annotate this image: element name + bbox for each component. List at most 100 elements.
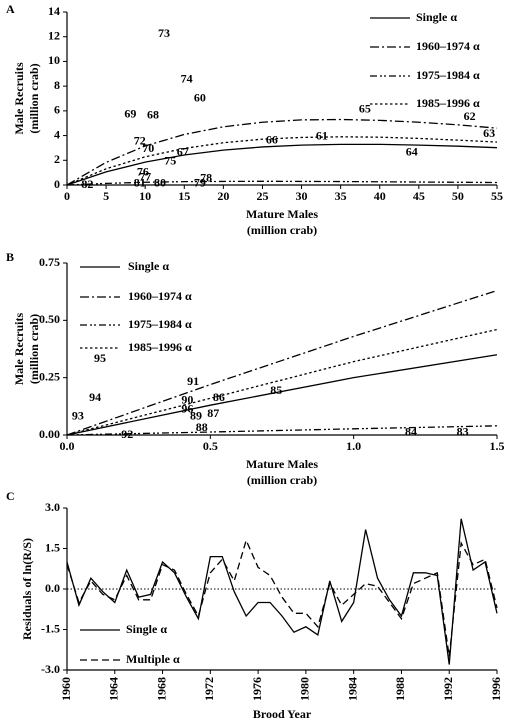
- point-label: 78: [200, 171, 212, 185]
- point-label: 81: [134, 176, 146, 190]
- series-line: [66, 425, 498, 436]
- point-label: 69: [124, 106, 136, 120]
- x-tick-label: 15: [178, 189, 190, 203]
- point-label: 67: [177, 145, 189, 159]
- y-tick-label: 14: [48, 4, 60, 18]
- x-tick-label: 0.5: [203, 439, 218, 453]
- x-tick-label: 5: [103, 189, 109, 203]
- x-axis-label: Mature Males: [246, 207, 318, 221]
- legend-label: 1960–1974 α: [128, 289, 192, 303]
- point-label: 65: [359, 101, 371, 115]
- point-label: 90: [181, 392, 193, 406]
- point-label: 70: [142, 141, 154, 155]
- point-label: 96: [181, 402, 193, 416]
- panel-label: C: [6, 489, 15, 503]
- x-tick-label: 0.0: [60, 439, 75, 453]
- y-tick-label: 6: [54, 103, 60, 117]
- point-label: 77: [139, 169, 151, 183]
- legend-label: Single α: [126, 622, 167, 636]
- series-line: [66, 518, 498, 665]
- point-label: 63: [483, 126, 495, 140]
- x-axis-label: Brood Year: [253, 707, 312, 721]
- point-label: 84: [405, 424, 417, 438]
- y-tick-label: 8: [54, 78, 60, 92]
- point-label: 88: [196, 420, 208, 434]
- point-label: 95: [94, 351, 106, 365]
- y-tick-label: 0.75: [39, 255, 60, 269]
- panel-label: A: [6, 2, 15, 16]
- x-tick-label: 40: [374, 189, 386, 203]
- y-axis-label: (million crab): [27, 314, 41, 384]
- y-axis-label: Residuals of ln(R/S): [20, 538, 34, 640]
- x-tick-label: 1988: [393, 677, 407, 701]
- x-axis-label: Mature Males: [246, 457, 318, 471]
- x-tick-label: 1972: [202, 677, 216, 701]
- point-label: 75: [164, 153, 176, 167]
- point-label: 61: [316, 129, 328, 143]
- point-label: 85: [270, 383, 282, 397]
- point-label: 94: [89, 390, 101, 404]
- point-label: 74: [181, 72, 193, 86]
- series-line: [66, 289, 498, 436]
- y-tick-label: -3.0: [41, 662, 60, 676]
- point-label: 60: [194, 90, 206, 104]
- series-line: [66, 354, 498, 436]
- series-line: [66, 143, 498, 186]
- legend-label: Single α: [128, 259, 169, 273]
- y-tick-label: 4: [54, 127, 60, 141]
- legend-label: Multiple α: [126, 652, 180, 666]
- x-axis-label: (million crab): [247, 223, 317, 237]
- legend-label: 1985–1996 α: [128, 340, 192, 354]
- series-line: [66, 538, 498, 657]
- y-axis-label: Male Recruits: [12, 313, 26, 386]
- point-label: 87: [207, 406, 219, 420]
- x-tick-label: 50: [452, 189, 464, 203]
- y-tick-label: 0: [54, 177, 60, 191]
- series-line: [66, 328, 498, 436]
- y-tick-label: 10: [48, 53, 60, 67]
- y-tick-label: 0.00: [39, 427, 60, 441]
- y-tick-label: 2: [54, 152, 60, 166]
- series-line: [66, 136, 498, 186]
- point-label: 72: [134, 134, 146, 148]
- point-label: 68: [147, 108, 159, 122]
- x-tick-label: 55: [491, 189, 503, 203]
- y-tick-label: 0.25: [39, 369, 60, 383]
- x-tick-label: 1992: [441, 677, 455, 701]
- x-tick-label: 30: [296, 189, 308, 203]
- point-label: 64: [406, 145, 418, 159]
- point-label: 92: [121, 427, 133, 441]
- point-label: 82: [81, 177, 93, 191]
- x-tick-label: 35: [335, 189, 347, 203]
- x-tick-label: 0: [64, 189, 70, 203]
- x-tick-label: 10: [139, 189, 151, 203]
- x-tick-label: 1960: [59, 677, 73, 701]
- series-line: [66, 180, 498, 186]
- point-label: 91: [187, 374, 199, 388]
- point-label: 76: [137, 164, 149, 178]
- x-tick-label: 45: [413, 189, 425, 203]
- legend-label: Single α: [416, 10, 457, 24]
- y-tick-label: 12: [48, 28, 60, 42]
- legend-label: 1960–1974 α: [416, 39, 480, 53]
- y-tick-label: 3.0: [45, 500, 60, 514]
- legend-label: 1975–1984 α: [416, 68, 480, 82]
- x-tick-label: 1968: [154, 677, 168, 701]
- y-axis-label: (million crab): [27, 63, 41, 133]
- x-tick-label: 20: [217, 189, 229, 203]
- x-tick-label: 1996: [489, 677, 503, 701]
- x-tick-label: 1980: [298, 677, 312, 701]
- point-label: 80: [154, 176, 166, 190]
- x-axis-label: (million crab): [247, 473, 317, 487]
- point-label: 66: [266, 132, 278, 146]
- point-label: 89: [190, 408, 202, 422]
- point-label: 86: [213, 390, 225, 404]
- x-tick-label: 1.0: [346, 439, 361, 453]
- y-tick-label: 1.5: [45, 540, 60, 554]
- legend-label: 1985–1996 α: [416, 96, 480, 110]
- x-tick-label: 1.5: [490, 439, 505, 453]
- y-tick-label: -1.5: [41, 621, 60, 635]
- point-label: 79: [194, 176, 206, 190]
- legend-label: 1975–1984 α: [128, 317, 192, 331]
